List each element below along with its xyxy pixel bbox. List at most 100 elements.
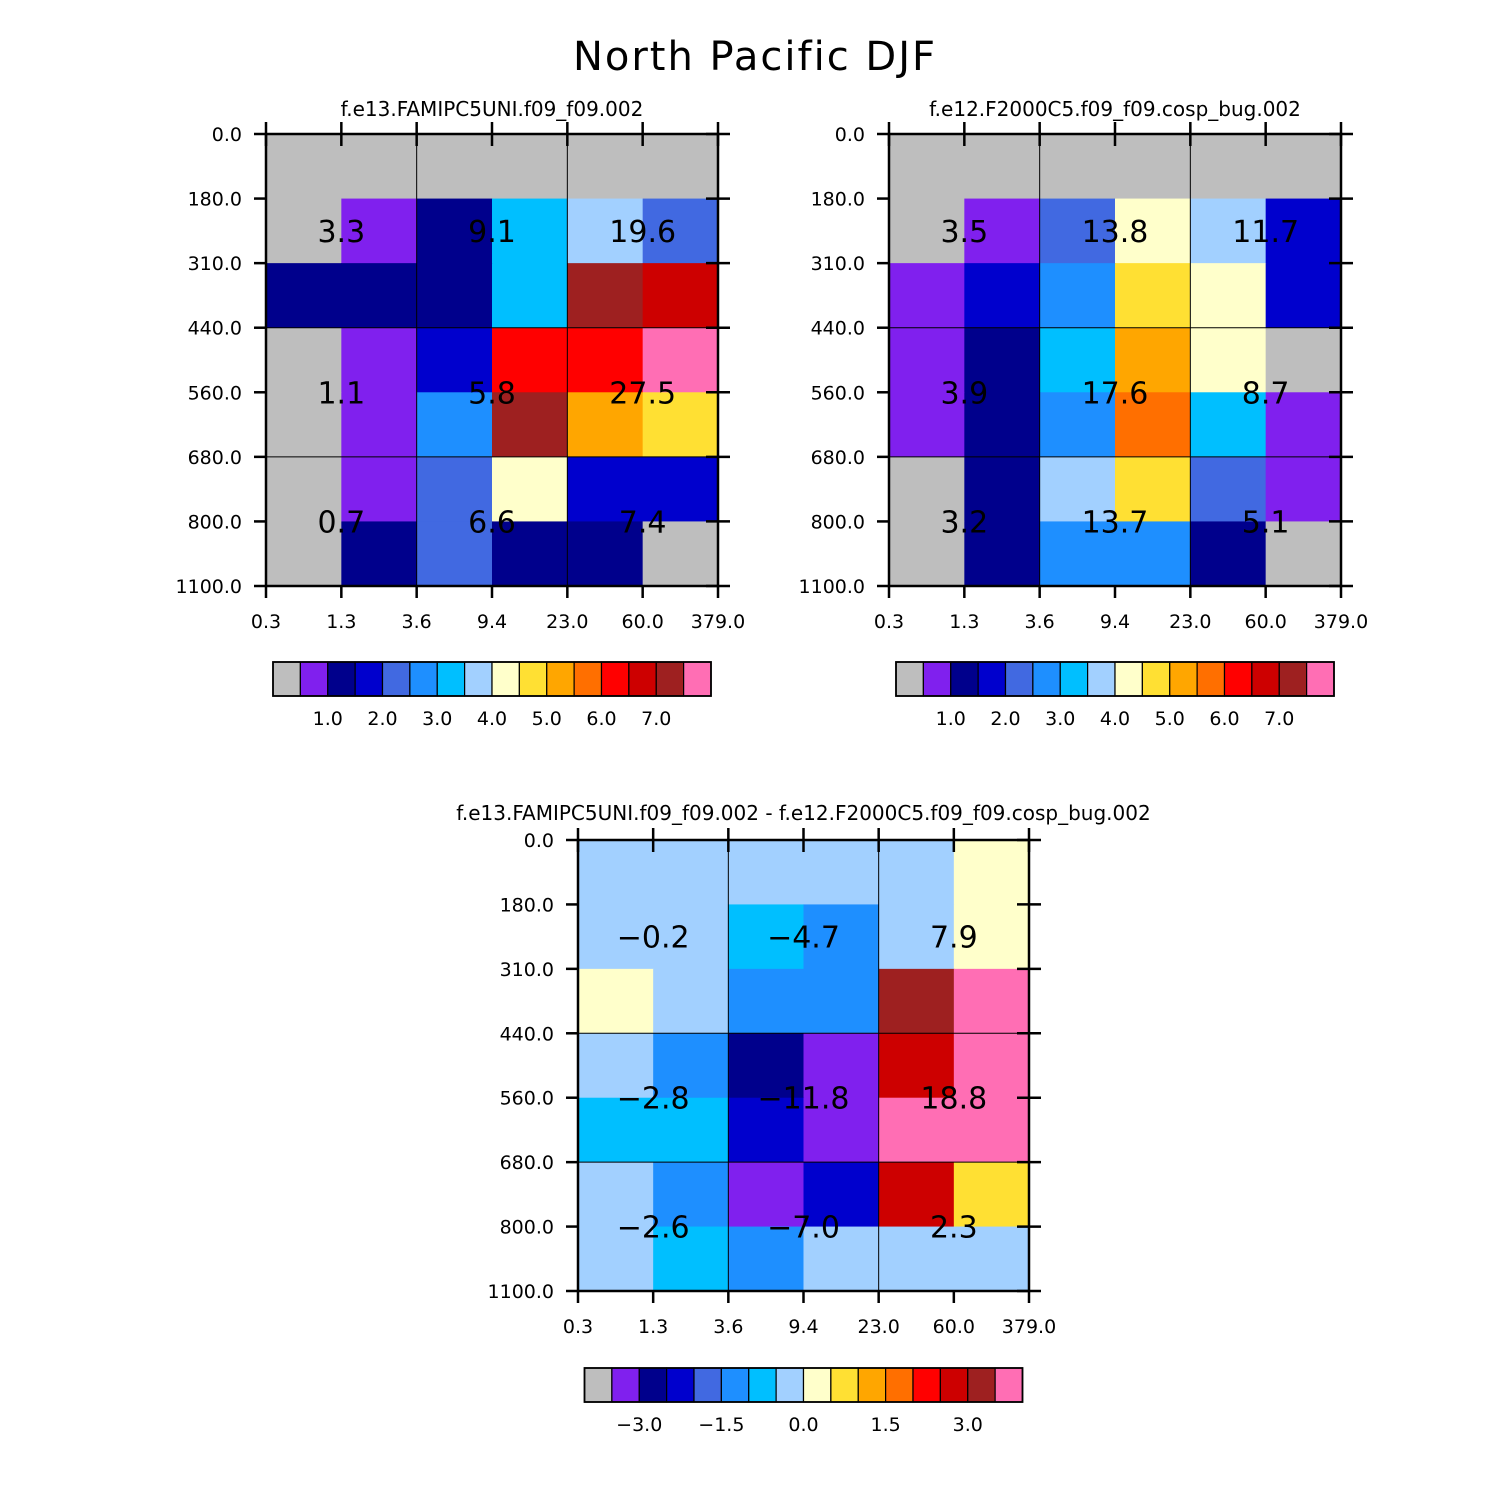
heatmap-cell [578, 1097, 654, 1163]
y-tick-label: 310.0 [500, 959, 554, 981]
colorbar-box [885, 1367, 914, 1403]
cell-value-label: −0.2 [617, 921, 690, 956]
heatmap-cell [889, 134, 965, 200]
cell-value-label: 8.7 [1242, 376, 1290, 411]
colorbar-box [518, 661, 548, 697]
heatmap-cell [567, 456, 644, 523]
heatmap-cell [1115, 392, 1191, 458]
x-tick-label: 379.0 [691, 611, 745, 633]
colorbar-box [1251, 661, 1280, 697]
cell-value-label: −7.0 [767, 1211, 840, 1246]
x-tick-label: 1.3 [638, 1316, 668, 1338]
heatmap-cell [266, 198, 342, 264]
heatmap-cell [728, 1097, 805, 1163]
x-tick-label: 1.3 [949, 611, 979, 633]
ticks [566, 828, 1041, 1303]
heatmap-cell [1190, 456, 1267, 523]
colorbar-box [1004, 661, 1034, 697]
group-lines [578, 840, 1029, 1291]
cell-value-label: 3.2 [940, 505, 988, 540]
x-tick-label: 1.3 [326, 611, 356, 633]
colorbar-label: 3.0 [422, 708, 452, 730]
heatmap-cell [728, 1162, 805, 1228]
heatmap-cell [878, 1033, 955, 1099]
heatmap-cell [1039, 263, 1116, 329]
heatmap-cell [416, 456, 493, 523]
heatmap-cell [653, 904, 729, 970]
colorbar-box [638, 1367, 668, 1403]
heatmap-cell [1265, 327, 1342, 393]
heatmap-cell [1265, 198, 1342, 264]
heatmap-cell [878, 904, 955, 970]
colorbar-box [1087, 661, 1116, 697]
colorbar-box [354, 661, 384, 697]
colorbar-label: −1.5 [698, 1414, 744, 1436]
colorbar-box [666, 1367, 695, 1403]
heatmap-cell [1190, 198, 1267, 264]
heatmap-cell [416, 263, 493, 329]
x-tick-label: 3.6 [1025, 611, 1055, 633]
colorbar-label: −3.0 [616, 1414, 662, 1436]
cell-value-label: 27.5 [609, 376, 676, 411]
heatmap-cell [653, 1097, 729, 1163]
heatmap-cell [266, 456, 342, 523]
heatmap-cell [1039, 198, 1116, 264]
y-tick-label: 1100.0 [799, 576, 865, 598]
heatmap-cell [728, 904, 805, 970]
y-tick-label: 1100.0 [176, 576, 242, 598]
colorbar-box [573, 661, 603, 697]
colorbar-label: 1.0 [313, 708, 343, 730]
panel-1: f.e13.FAMIPC5UNI.f09_f09.002 0.0 180.0 310.… [176, 97, 746, 730]
colorbar-box [922, 661, 952, 697]
cell-value-label: 3.5 [940, 215, 988, 250]
cell-value-label: 17.6 [1082, 376, 1149, 411]
colorbar-box [464, 661, 493, 697]
heatmap-cell [953, 840, 1030, 906]
heatmap-cell [266, 392, 342, 458]
heatmap-cell [416, 327, 493, 393]
heatmap-cell [803, 968, 880, 1034]
ticks [254, 122, 730, 598]
heatmap-cell [953, 1226, 1030, 1292]
colorbar-label: 5.0 [1155, 708, 1185, 730]
x-tick-label: 3.6 [402, 611, 432, 633]
heatmap-cell [728, 968, 805, 1034]
heatmap-cell [567, 198, 644, 264]
heatmap-cell [341, 134, 418, 200]
heatmap-cell [878, 1162, 955, 1228]
cell-value-label: 7.4 [619, 505, 667, 540]
heatmap-cell [803, 1033, 880, 1099]
x-tick-label: 379.0 [1314, 611, 1368, 633]
heatmap-cell [964, 521, 1041, 587]
x-tick-label: 60.0 [622, 611, 664, 633]
colorbar-label: 0.0 [788, 1414, 818, 1436]
heatmap-cell [728, 1226, 805, 1292]
colorbar-box [967, 1367, 996, 1403]
heatmap-cell [964, 456, 1041, 523]
heatmap-cell [578, 1226, 654, 1292]
x-tick-label: 0.3 [251, 611, 281, 633]
group-lines [889, 134, 1341, 586]
colorbar-frame [895, 661, 1335, 697]
x-tick-label: 60.0 [1245, 611, 1287, 633]
colorbar-box [939, 1367, 969, 1403]
heatmap-cell [341, 521, 418, 587]
cell-value-label: 18.8 [920, 1082, 987, 1117]
heatmap-cell [341, 456, 418, 523]
y-tick-label: 180.0 [500, 894, 554, 916]
colorbar-box [775, 1367, 805, 1403]
colorbar-box [1114, 661, 1143, 697]
heatmap-cell [728, 840, 805, 906]
heatmap-cell [889, 392, 965, 458]
figure-title: North Pacific DJF [573, 34, 937, 80]
panel-3: f.e13.FAMIPC5UNI.f09_f09.002 - f.e12.F20… [456, 801, 1150, 1436]
heatmap-cell [964, 263, 1041, 329]
heatmap-cell [642, 134, 719, 200]
heatmap-cell [492, 198, 568, 264]
heatmap-cell [953, 1033, 1030, 1099]
heatmap-cell [878, 840, 955, 906]
heatmap-cell [889, 263, 965, 329]
heatmap-cell [1115, 134, 1191, 200]
cell-value-label: 2.3 [930, 1211, 978, 1246]
colorbar-label: 3.0 [953, 1414, 983, 1436]
